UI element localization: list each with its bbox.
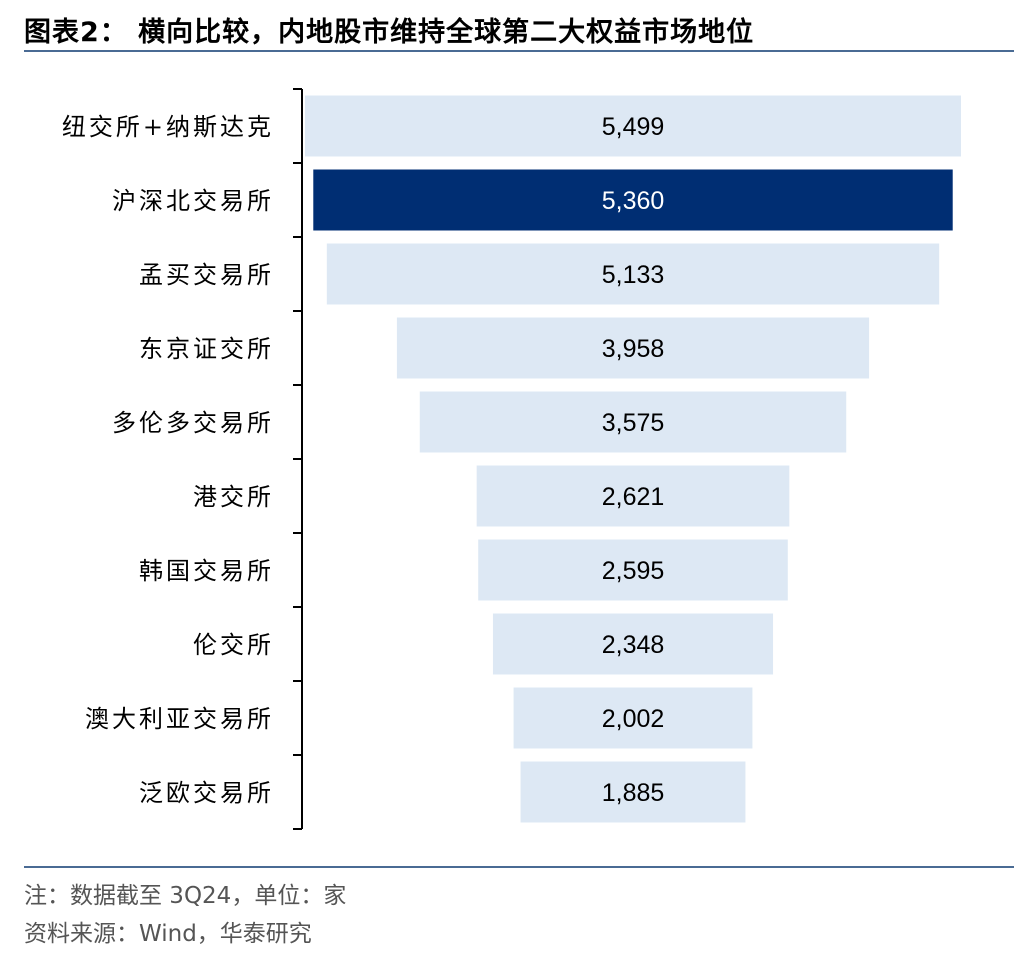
bar: [520, 761, 746, 823]
footer-source: 资料来源：Wind，华泰研究: [24, 921, 312, 947]
data-label: 5,499: [602, 113, 665, 141]
bar: [419, 391, 847, 453]
data-label: 2,348: [602, 631, 665, 659]
data-label: 2,002: [602, 705, 665, 733]
bar: [476, 465, 790, 527]
category-label: 伦交所: [193, 631, 274, 659]
data-label: 1,885: [602, 779, 665, 807]
category-label: 孟买交易所: [139, 261, 274, 289]
data-label: 3,575: [602, 409, 665, 437]
bar: [513, 687, 753, 749]
bar: [478, 539, 788, 601]
data-label: 3,958: [602, 335, 665, 363]
category-label: 泛欧交易所: [139, 779, 274, 807]
data-label: 5,133: [602, 261, 665, 289]
category-label: 纽交所+纳斯达克: [62, 113, 274, 141]
category-label: 多伦多交易所: [112, 409, 274, 437]
bar: [305, 95, 961, 157]
data-label: 2,595: [602, 557, 665, 585]
category-label: 东京证交所: [139, 335, 274, 363]
footer-note: 注：数据截至 3Q24，单位：家: [24, 883, 347, 909]
bar: [326, 243, 940, 305]
bar: [492, 613, 774, 675]
footer-rule: [24, 866, 1014, 868]
bar: [313, 169, 953, 231]
bar: [396, 317, 870, 379]
chart-title: 图表2： 横向比较，内地股市维持全球第二大权益市场地位: [24, 17, 755, 48]
data-label: 5,360: [602, 187, 665, 215]
category-label: 澳大利亚交易所: [85, 705, 274, 733]
title-rule: [24, 50, 1014, 52]
category-label: 韩国交易所: [139, 557, 274, 585]
data-label: 2,621: [602, 483, 665, 511]
category-label: 沪深北交易所: [112, 187, 274, 215]
category-label: 港交所: [193, 483, 274, 511]
